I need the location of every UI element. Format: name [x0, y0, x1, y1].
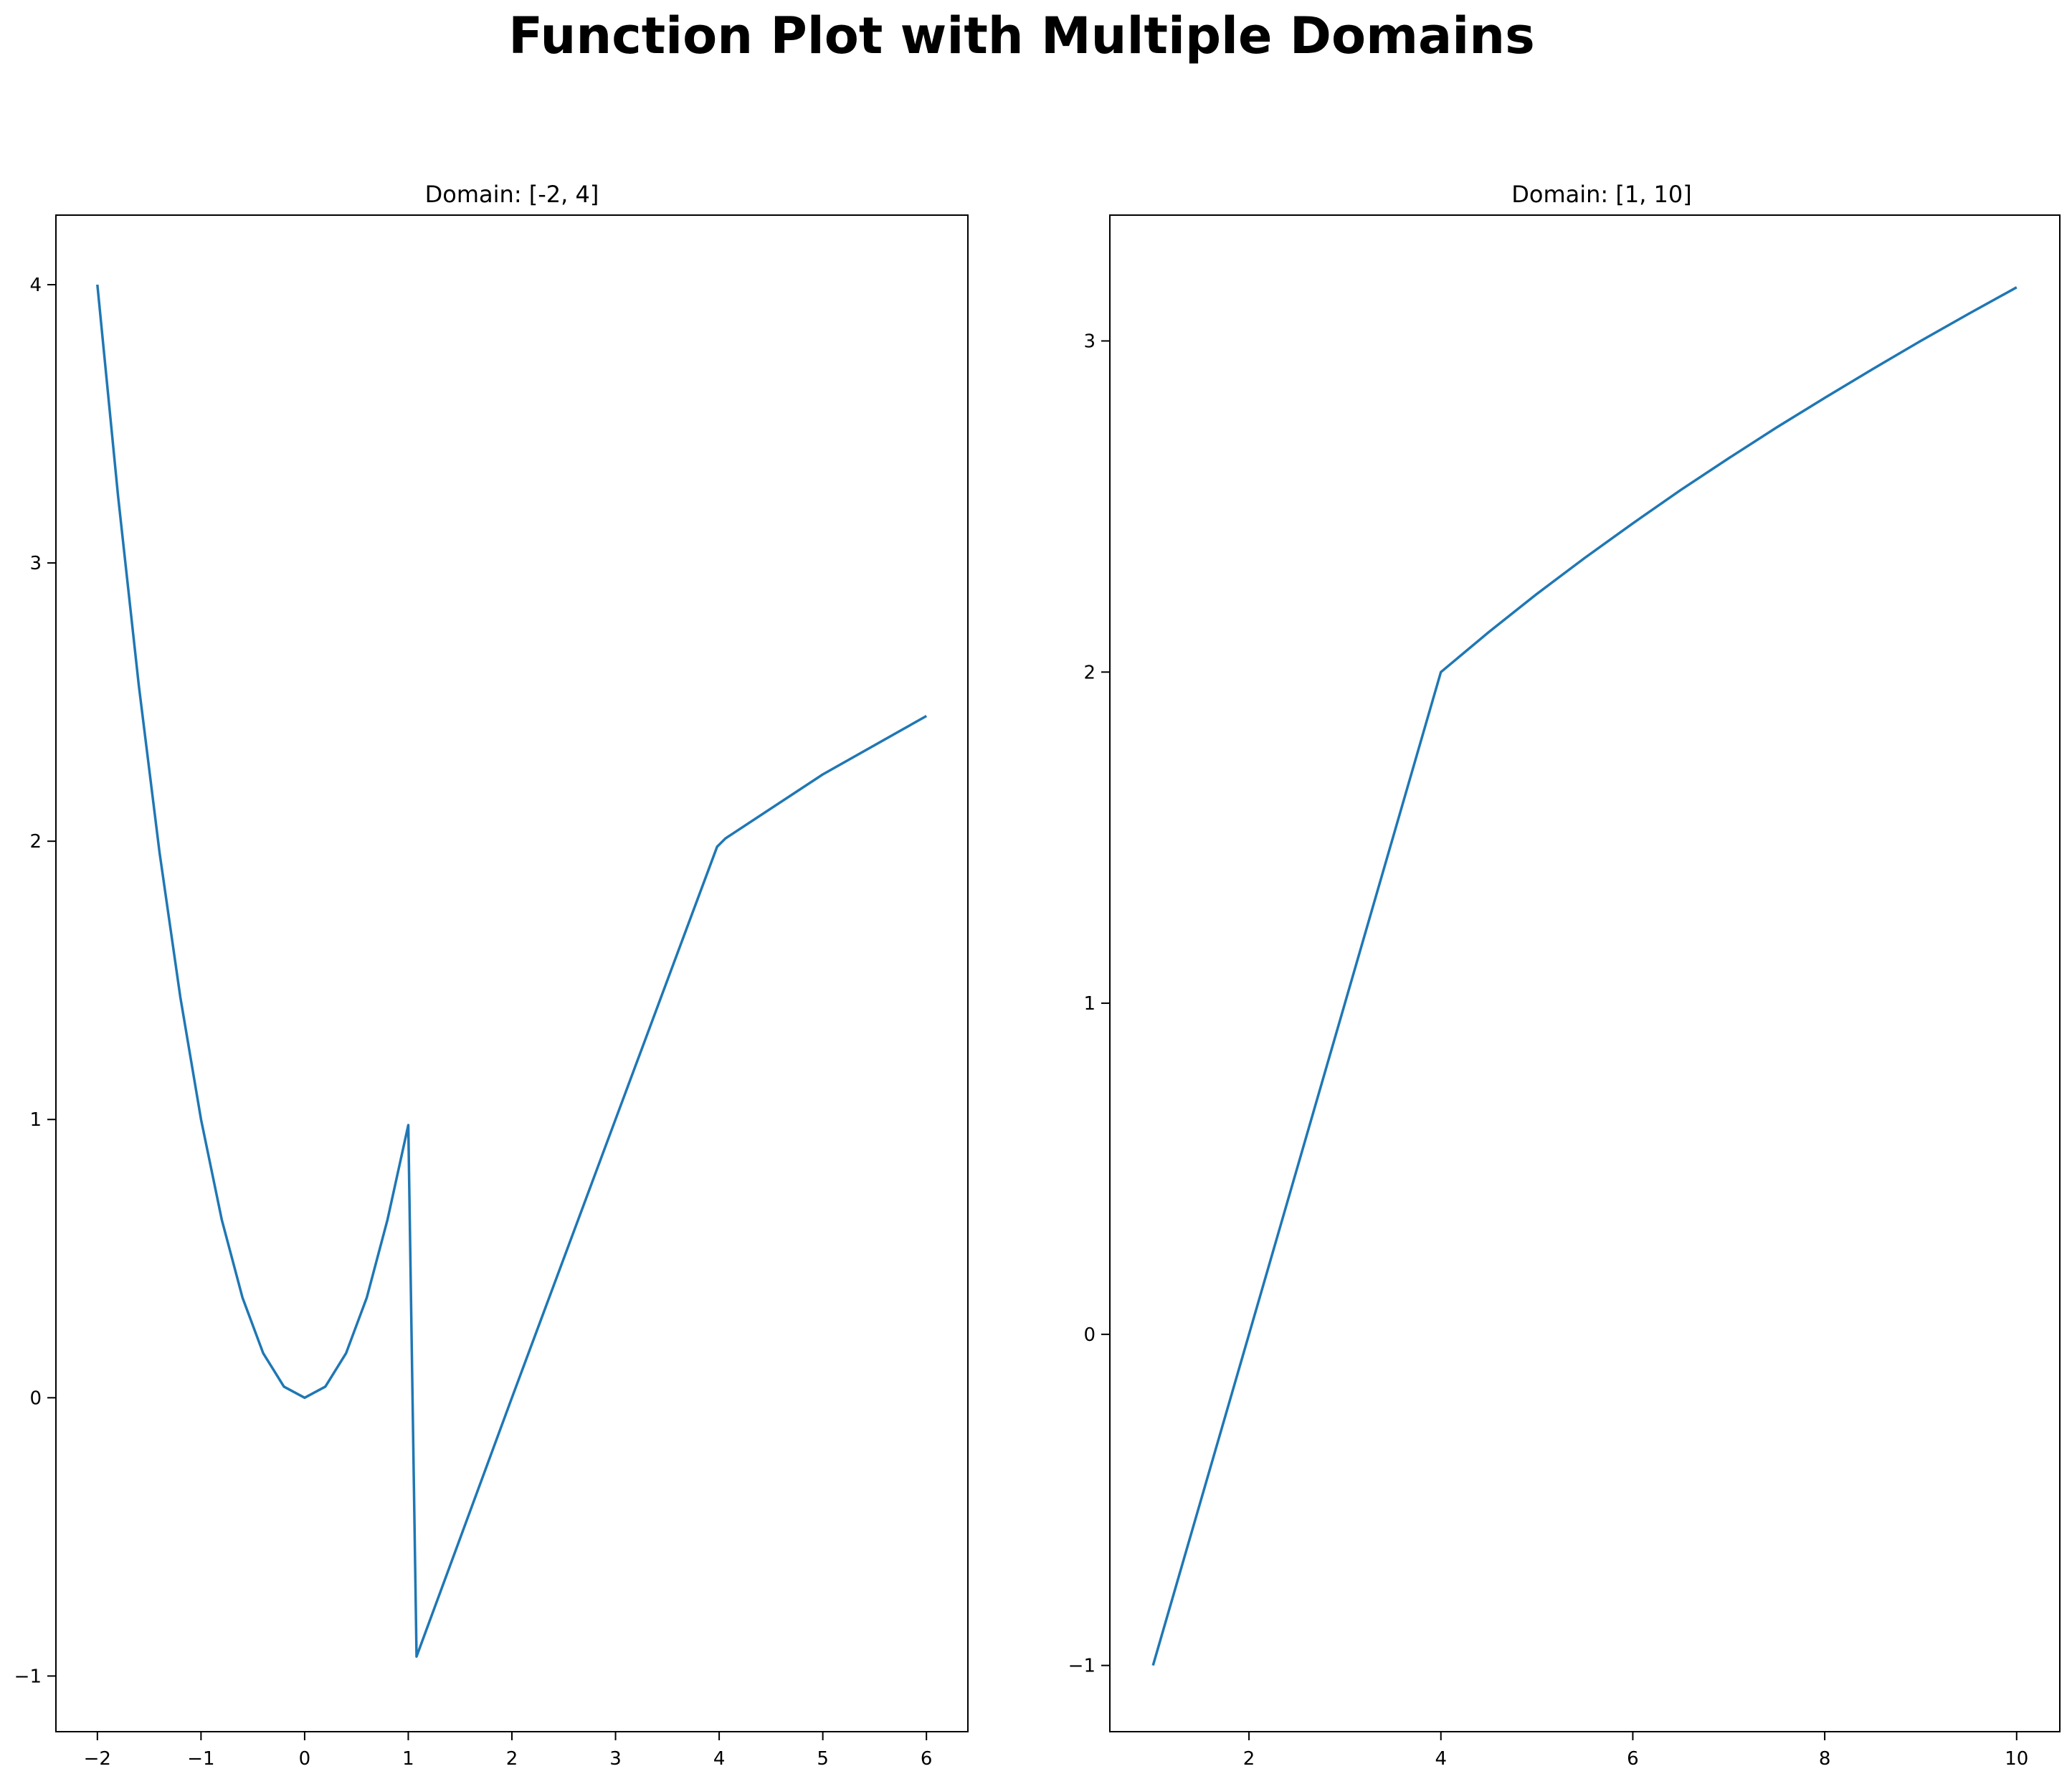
right-x-tick-label: 6: [1627, 1748, 1639, 1770]
right-series-line-0: [1151, 286, 2018, 1666]
right-x-tick-label: 4: [1435, 1748, 1447, 1770]
left-x-tick-label: 1: [402, 1748, 414, 1770]
left-y-tick-label: 3: [29, 553, 42, 574]
left-x-tick-label: −1: [187, 1748, 214, 1770]
right-y-tick-label: 2: [1083, 662, 1096, 683]
right-x-tick-label: 2: [1243, 1748, 1255, 1770]
left-y-tick-label: 1: [29, 1109, 42, 1131]
right-axes-frame: [1109, 214, 2061, 1732]
left-x-tick-label: 0: [299, 1748, 311, 1770]
left-x-tick-label: 6: [921, 1748, 933, 1770]
right-y-tick-label: −1: [1068, 1656, 1096, 1677]
right-y-tick-label: 1: [1083, 993, 1096, 1015]
left-x-tick-label: 4: [713, 1748, 726, 1770]
subplot-left: Domain: [-2, 4] −2 −1 0 1 2 3 4 5 6 −1 0 1 2 3 4: [14, 181, 969, 1770]
left-series-line-0: [96, 284, 928, 1658]
right-y-tick-label: 0: [1083, 1324, 1096, 1346]
right-x-tick-label: 10: [2005, 1748, 2028, 1770]
left-y-tick-label: 0: [29, 1387, 42, 1409]
left-x-tick-label: 5: [817, 1748, 829, 1770]
figure-title: Function Plot with Multiple Domains: [508, 6, 1535, 65]
subplot-right-title: Domain: [1, 10]: [1511, 181, 1692, 208]
right-x-tick-label: 8: [1819, 1748, 1831, 1770]
left-y-tick-label: −1: [14, 1666, 42, 1687]
left-x-tick-label: 3: [609, 1748, 622, 1770]
left-x-tick-label: −2: [84, 1748, 111, 1770]
subplot-left-title: Domain: [-2, 4]: [425, 181, 599, 208]
right-y-tick-label: 3: [1083, 331, 1096, 352]
subplot-right: Domain: [1, 10] 2 4 6 8 10 −1 0 1 2 3: [1068, 181, 2061, 1770]
left-y-tick-label: 2: [29, 831, 42, 853]
left-x-tick-label: 2: [506, 1748, 518, 1770]
left-y-tick-label: 4: [29, 275, 42, 296]
left-axes-frame: [55, 214, 969, 1732]
